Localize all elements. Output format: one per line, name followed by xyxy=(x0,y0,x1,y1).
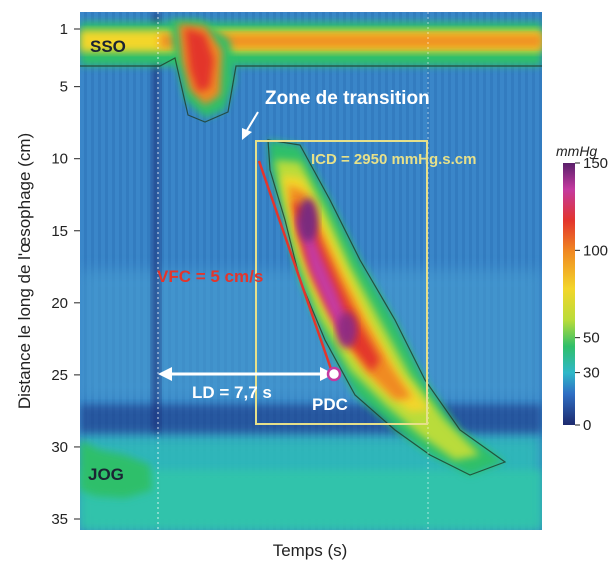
colorbar-gradient xyxy=(563,163,575,425)
sso-label: SSO xyxy=(90,37,126,56)
colorbar-tick-label: 50 xyxy=(583,330,600,347)
colorbar-tick-label: 150 xyxy=(583,155,608,172)
y-tick-label: 30 xyxy=(51,439,68,456)
colorbar-tick-label: 100 xyxy=(583,242,608,259)
colorbar: mmHg 0 30 50 100 150 xyxy=(556,143,608,434)
colorbar-tick-label: 30 xyxy=(583,365,600,382)
x-axis-label: Temps (s) xyxy=(273,541,348,560)
pdc-label: PDC xyxy=(312,395,348,414)
y-tick-label: 15 xyxy=(51,223,68,240)
y-tick-label: 10 xyxy=(51,151,68,168)
y-tick-label: 5 xyxy=(60,79,68,96)
jog-label: JOG xyxy=(88,465,124,484)
icd-box xyxy=(255,140,428,425)
y-tick-label: 20 xyxy=(51,295,68,312)
zone-transition-label: Zone de transition xyxy=(265,88,430,109)
zone-transition-arrow xyxy=(242,111,259,140)
vfc-label: VFC = 5 cm/s xyxy=(157,267,263,286)
vfc-line xyxy=(257,160,334,373)
ld-label: LD = 7,7 s xyxy=(192,383,272,402)
icd-label: ICD = 2950 mmHg.s.cm xyxy=(311,151,477,168)
y-axis-label: Distance le long de l'œsophage (cm) xyxy=(15,133,34,409)
y-tick-label: 35 xyxy=(51,511,68,528)
colorbar-unit: mmHg xyxy=(556,143,597,159)
y-tick-label: 25 xyxy=(51,367,68,384)
pdc-marker xyxy=(326,366,342,382)
pressure-heatmap xyxy=(80,12,542,530)
y-tick-label: 1 xyxy=(60,21,68,38)
colorbar-ticks: 0 30 50 100 150 xyxy=(575,155,608,434)
colorbar-tick-label: 0 xyxy=(583,417,591,434)
